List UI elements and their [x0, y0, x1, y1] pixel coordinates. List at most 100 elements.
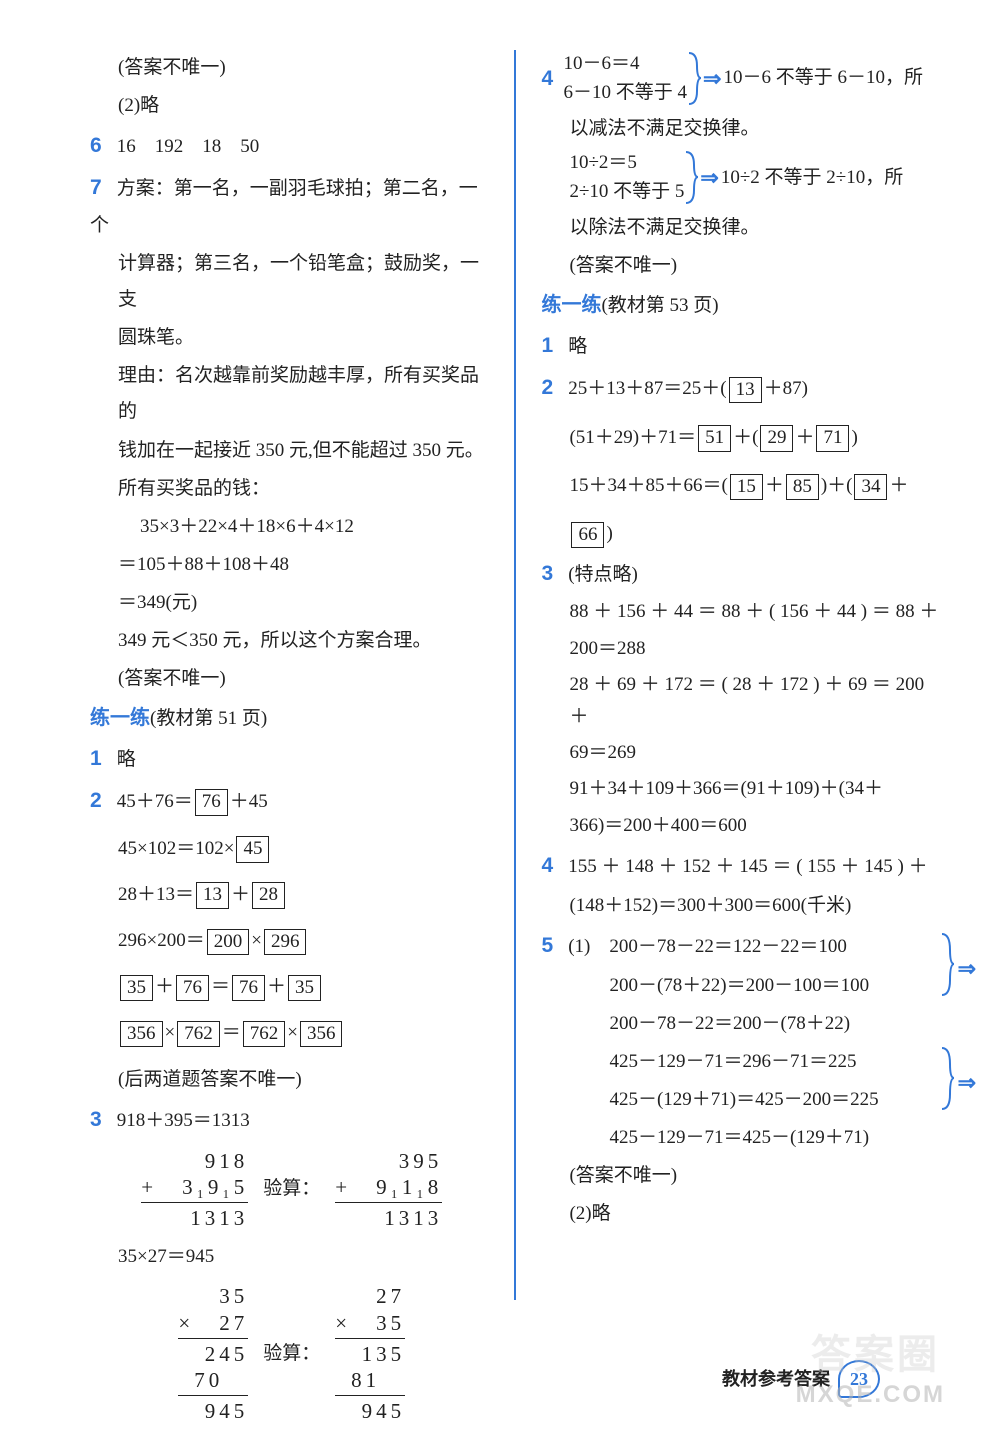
question-number: 4 — [541, 59, 563, 99]
answer-box: 66 — [571, 522, 604, 549]
answer-box: 51 — [698, 425, 731, 452]
text: 10－6 不等于 6－10，所 — [723, 60, 923, 96]
op: ＋ — [155, 976, 174, 997]
text-line: 425－129－71＝425－(129＋71) — [541, 1120, 940, 1156]
expr: (51＋29)＋71＝ — [569, 427, 696, 448]
expr: 296×200＝ — [118, 930, 205, 951]
text: 155 ＋ 148 ＋ 152 ＋ 145 ＝ ( 155 ＋ 145 ) ＋ — [568, 856, 927, 877]
text-line: 所有买奖品的钱： — [90, 471, 494, 507]
op: × — [251, 930, 262, 951]
answer-box: 29 — [760, 425, 793, 452]
text-line: 200－78－22＝200－(78＋22) — [541, 1006, 940, 1042]
arrow-icon: ⇒ — [700, 157, 718, 199]
row: + 9₁1₁8 — [335, 1174, 442, 1200]
answer-box: 762 — [243, 1021, 286, 1048]
text-line: 理由：名次越靠前奖励越丰厚，所有买奖品的 — [90, 358, 494, 430]
op: ＝ — [211, 976, 230, 997]
text: 6－10 不等于 4 — [563, 79, 687, 108]
row: 135 — [335, 1341, 405, 1367]
text-line: 计算器；第三名，一个铅笔盒；鼓励奖，一支 — [90, 246, 494, 318]
expr-line: 296×200＝200×296 — [90, 923, 494, 959]
addition-work: 918 + 3₁9₁5 1313 — [141, 1148, 248, 1232]
answer-box: 85 — [786, 474, 819, 501]
text: 2÷10 不等于 5 — [569, 178, 684, 207]
expr: 28＋13＝ — [118, 884, 194, 905]
text-line: (2)略 — [90, 88, 494, 124]
section-heading: 练一练(教材第 51 页) — [90, 699, 494, 737]
answer-box: 356 — [120, 1021, 163, 1048]
heading-label: 练一练 — [541, 294, 601, 316]
text-line: 200＝288 — [541, 631, 940, 667]
question-number: 7 — [90, 168, 112, 208]
expr: 15＋34＋85＋66＝( — [569, 475, 727, 496]
brace-content: 10÷2＝5 2÷10 不等于 5 — [569, 149, 684, 206]
row: 27 — [335, 1283, 405, 1309]
row: 1313 — [335, 1205, 442, 1231]
watermark-en: MXQE.COM — [796, 1372, 945, 1418]
text: (特点略) — [568, 564, 638, 585]
expr: ＋87) — [764, 378, 808, 399]
text-line: (答案不唯一) — [90, 50, 494, 86]
heading-ref: (教材第 51 页) — [150, 708, 267, 729]
expr-line: 28＋13＝13＋28 — [90, 877, 494, 913]
left-column: (答案不唯一) (2)略 6 16 192 18 50 7 方案：第一名，一副羽… — [90, 50, 514, 1300]
op: ＋ — [795, 427, 814, 448]
text: 16 192 18 50 — [117, 136, 260, 157]
answer-p51-2: 2 45＋76＝76＋45 — [90, 781, 494, 821]
mult-verify: 27 × 35 135 81 945 — [335, 1283, 405, 1424]
text-line: 200－(78＋22)＝200－100＝100 — [541, 968, 940, 1004]
section-heading: 练一练(教材第 53 页) — [541, 286, 940, 324]
text-line: 425－(129＋71)＝425－200＝225 — [541, 1082, 940, 1118]
brace-group-div: 10÷2＝5 2÷10 不等于 5 ⇒ 10÷2 不等于 2÷10，所 — [541, 149, 940, 206]
answer-box: 28 — [252, 882, 285, 909]
answer-p53-3: 3 (特点略) — [541, 554, 940, 594]
expr-line: (51＋29)＋71＝51＋(29＋71) — [541, 420, 940, 456]
calc-line: 35×3＋22×4＋18×6＋4×12 — [90, 509, 494, 545]
expr: 45＋76＝ — [117, 791, 193, 812]
arrow-icon: ⇒ — [958, 1062, 976, 1104]
question-number: 5 — [541, 926, 563, 966]
answer-box: 13 — [196, 882, 229, 909]
arrow-icon: ⇒ — [958, 948, 976, 990]
two-column-layout: (答案不唯一) (2)略 6 16 192 18 50 7 方案：第一名，一副羽… — [90, 50, 940, 1300]
expr: ＋45 — [230, 791, 268, 812]
text: 10÷2 不等于 2÷10，所 — [721, 160, 903, 196]
answer-box: 76 — [195, 789, 228, 816]
verify-label: 验算： — [263, 1171, 320, 1207]
text-line: (答案不唯一) — [541, 1158, 940, 1194]
answer-box: 76 — [232, 975, 265, 1002]
answer-p53-5: 5 (1) 200－78－22＝122－22＝100 200－(78＋22)＝2… — [541, 926, 940, 1156]
text-line: 28 ＋ 69 ＋ 172 ＝ ( 28 ＋ 172 ) ＋ 69 ＝ 200 … — [541, 669, 940, 734]
answer-box: 15 — [730, 474, 763, 501]
expr-line: 356×762＝762×356 — [90, 1015, 494, 1051]
text-line: 88 ＋ 156 ＋ 44 ＝ 88 ＋ ( 156 ＋ 44 ) ＝ 88 ＋ — [541, 596, 940, 628]
question-number: 3 — [541, 554, 563, 594]
answer-box: 13 — [729, 377, 762, 404]
expr: ) — [851, 427, 857, 448]
right-brace-icon — [940, 932, 958, 997]
text-line: (2)略 — [541, 1196, 940, 1232]
arrow-icon: ⇒ — [703, 58, 721, 100]
right-column: 4 10－6＝4 6－10 不等于 4 ⇒ 10－6 不等于 6－10，所 以减… — [516, 50, 940, 1300]
row: 245 — [178, 1341, 248, 1367]
row: × 35 — [335, 1310, 405, 1336]
op: ＝ — [222, 1022, 241, 1043]
answer-q6: 6 16 192 18 50 — [90, 126, 494, 166]
answer-box: 71 — [816, 425, 849, 452]
text: 10÷2＝5 — [569, 149, 684, 178]
question-number: 3 — [90, 1100, 112, 1140]
question-number: 1 — [90, 739, 112, 779]
expr: 918＋395＝1313 — [117, 1110, 250, 1131]
question-number: 1 — [541, 326, 563, 366]
answer-p53-1: 1 略 — [541, 326, 940, 366]
question-number: 2 — [541, 368, 563, 408]
heading-ref: (教材第 53 页) — [601, 295, 718, 316]
text: 10－6＝4 — [563, 50, 687, 79]
op: ＋ — [765, 475, 784, 496]
expr-line: 15＋34＋85＋66＝(15＋85)＋(34＋ — [541, 468, 940, 504]
text-line: 钱加在一起接近 350 元,但不能超过 350 元。 — [90, 433, 494, 469]
text-line: 91＋34＋109＋366＝(91＋109)＋(34＋ — [541, 773, 940, 805]
rule — [178, 1338, 248, 1339]
vertical-multiplication: 35 × 27 245 70 945 验算： 27 × 35 135 81 94… — [90, 1283, 494, 1424]
rule — [335, 1338, 405, 1339]
